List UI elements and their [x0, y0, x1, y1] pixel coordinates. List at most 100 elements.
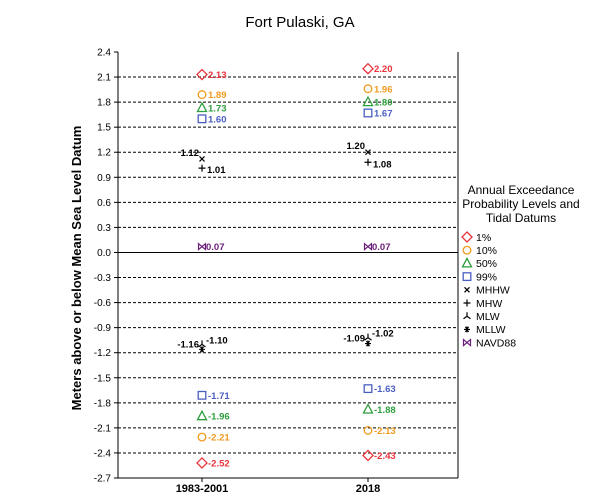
point-MLW	[198, 340, 206, 348]
axes	[114, 51, 459, 482]
legend-item-label: 1%	[476, 232, 491, 244]
gridlines	[118, 76, 458, 454]
data-label-1%-high: 2.20	[374, 64, 393, 75]
point-MLW	[364, 333, 372, 341]
x-category-label: 1983-2001	[176, 483, 229, 495]
x-categories: 1983-2001 2018	[176, 483, 381, 495]
data-label-10%-high: 1.96	[374, 84, 393, 95]
point-10%-low	[197, 432, 207, 442]
data-label-NAVD88: 0.07	[372, 242, 391, 253]
point-1%-low	[362, 449, 374, 462]
point-50%-high	[362, 95, 374, 107]
y-tick-label: 1.8	[97, 98, 111, 109]
legend-marker-99%	[462, 272, 472, 282]
legend-item-label: 50%	[476, 258, 497, 270]
legend-title-line-1: Annual Exceedance	[468, 183, 575, 197]
y-tick-label: 0.9	[97, 173, 111, 184]
y-tick-label: -1.5	[94, 373, 112, 384]
y-tick-label: -2.1	[94, 423, 112, 434]
data-label-MLLW: -1.09	[343, 334, 365, 345]
y-tick-label: -1.2	[94, 348, 112, 359]
y-tick-label: -2.4	[94, 448, 112, 459]
point-NAVD88	[197, 242, 207, 251]
data-label-99%-low: -1.63	[374, 384, 396, 395]
point-1%-low	[196, 457, 208, 469]
legend-item-label: MLLW	[476, 324, 506, 336]
data-label-MHHW: 1.12	[181, 148, 200, 159]
legend-item-label: MHW	[476, 298, 502, 310]
data-label-1%-low: -2.52	[208, 458, 230, 469]
data-label-MHHW: 1.20	[347, 141, 366, 152]
y-tick-label: -0.9	[94, 323, 112, 334]
data-label-1%-low: -2.43	[374, 451, 396, 462]
point-MLLW	[365, 340, 371, 347]
chart-title: Fort Pulaski, GA	[245, 14, 354, 31]
y-tick-label: -0.3	[94, 273, 112, 284]
point-MHW	[198, 164, 206, 172]
point-50%-low	[362, 403, 374, 414]
data-label-MLW: -1.10	[206, 335, 228, 346]
data-label-1%-high: 2.13	[208, 70, 227, 81]
point-10%-low	[363, 425, 373, 435]
data-label-50%-high: 1.73	[208, 103, 227, 114]
point-MHHW	[199, 155, 205, 162]
point-MHHW	[365, 149, 371, 156]
data-label-MHW: 1.08	[373, 159, 392, 170]
legend-marker-10%	[462, 245, 472, 255]
data-label-99%-low: -1.71	[208, 391, 230, 402]
point-50%-high	[196, 101, 208, 113]
y-tick-label: 0.0	[97, 248, 111, 259]
y-tick-label: -2.7	[94, 474, 112, 485]
point-1%-high	[362, 62, 374, 75]
y-tick-label: 2.1	[97, 73, 111, 84]
data-marks: 2.13 2.20 -2.52 -2.43 1.89 1.96 -2.21 -2.13 1.73…	[177, 62, 396, 469]
data-label-50%-low: -1.96	[208, 412, 230, 423]
data-label-MLW: -1.02	[372, 329, 394, 340]
x-category-label: 2018	[356, 483, 380, 495]
y-tick-label: 1.2	[97, 148, 111, 159]
legend-marker-MHW	[463, 299, 471, 307]
y-tick-label: 2.4	[97, 48, 111, 59]
legend-marker-50%	[461, 257, 473, 268]
point-MLLW	[199, 346, 205, 353]
point-1%-high	[196, 68, 208, 81]
data-label-10%-low: -2.21	[208, 433, 230, 444]
point-99%-high	[363, 108, 373, 118]
legend: Annual Exceedance Probability Levels and…	[461, 183, 580, 349]
point-10%-high	[363, 84, 373, 94]
legend-item-label: MHHW	[476, 285, 510, 297]
data-label-50%-high: 1.80	[374, 98, 393, 109]
y-tick-label: 0.3	[97, 223, 111, 234]
point-99%-high	[197, 114, 207, 124]
legend-title-line-3: Tidal Datums	[486, 211, 556, 225]
point-99%-low	[363, 384, 373, 394]
y-tick-label: 0.6	[97, 198, 111, 209]
legend-marker-MLLW	[464, 326, 470, 333]
point-NAVD88	[363, 242, 373, 251]
data-label-99%-high: 1.60	[208, 114, 227, 125]
legend-marker-MLW	[463, 312, 471, 320]
data-label-50%-low: -1.88	[374, 405, 396, 416]
point-10%-high	[197, 90, 207, 100]
legend-item-label: MLW	[476, 311, 500, 323]
point-50%-low	[196, 409, 208, 421]
legend-item-label: 10%	[476, 245, 497, 257]
point-MHW	[364, 158, 372, 166]
data-label-10%-low: -2.13	[374, 426, 396, 437]
data-label-99%-high: 1.67	[374, 108, 393, 119]
data-label-MLLW: -1.16	[177, 339, 199, 350]
y-tick-label: 1.5	[97, 123, 111, 134]
y-ticks: 2.4 2.1 1.8 1.5 1.2 0.9 0.6 0.3 0.0 -0.3 -0.6 -0.9 -…	[94, 48, 112, 485]
point-99%-low	[197, 390, 207, 400]
y-axis-label: Meters above or below Mean Sea Level Dat…	[69, 126, 84, 411]
legend-item-label: 99%	[476, 271, 497, 283]
y-tick-label: -1.8	[94, 398, 112, 409]
legend-marker-NAVD88	[462, 338, 472, 347]
data-label-10%-high: 1.89	[208, 90, 227, 101]
data-label-MHW: 1.01	[207, 165, 226, 176]
y-tick-label: -0.6	[94, 298, 112, 309]
legend-item-label: NAVD88	[476, 337, 516, 349]
legend-title-line-2: Probability Levels and	[462, 197, 579, 211]
legend-marker-MHHW	[464, 286, 470, 293]
